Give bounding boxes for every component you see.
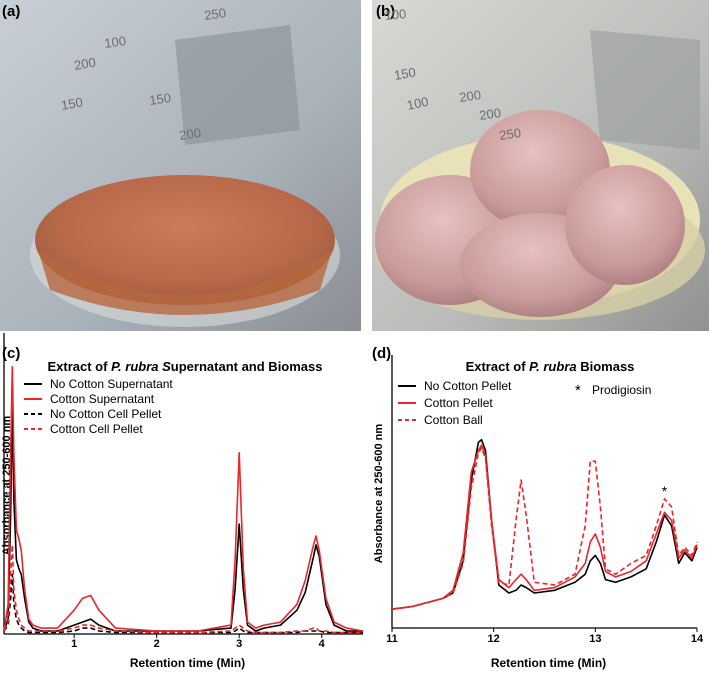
title-part: Extract of	[466, 359, 530, 374]
graduation-label: 200	[478, 105, 502, 123]
graduation-label: 100	[103, 33, 127, 51]
chart-title: Extract of P. rubra Supernatant and Biom…	[47, 359, 322, 374]
title-part: Extract of	[47, 359, 111, 374]
graduation-label: 250	[498, 125, 522, 143]
legend-label: Cotton Cell Pellet	[50, 422, 143, 436]
graduation-label: 100	[406, 94, 430, 113]
graduations-a: 250 100 200 150 200 150	[60, 5, 227, 143]
legend-label: Cotton Supernatant	[50, 392, 155, 406]
panel-label: (a)	[2, 3, 20, 20]
x-tick-label: 11	[386, 633, 398, 645]
marker-symbol: *	[575, 382, 581, 399]
graduation-label: 150	[148, 90, 172, 108]
legend-label: No Cotton Pellet	[424, 379, 512, 393]
y-axis-label: Absorbance at 250-600 nm	[373, 424, 385, 564]
graduation-label: 150	[60, 94, 84, 113]
title-part: Biomass	[577, 359, 635, 374]
data-line	[3, 404, 363, 632]
x-tick-label: 14	[691, 633, 704, 645]
marker-label: Prodigiosin	[592, 383, 651, 397]
graduation-label: 200	[73, 54, 97, 73]
x-tick-label: 12	[488, 633, 500, 645]
legend-label: No Cotton Cell Pellet	[50, 407, 162, 421]
x-tick-label: 1	[71, 638, 77, 650]
graduation-label: 100	[384, 6, 407, 23]
x-tick-label: 3	[236, 638, 242, 650]
x-axis-label: Retention time (Min)	[130, 656, 245, 670]
title-part: P. rubra	[529, 359, 576, 374]
graduation-label: 200	[458, 87, 482, 105]
graduation-label: 250	[203, 5, 227, 23]
panel-label: (d)	[372, 345, 391, 362]
data-line	[3, 573, 363, 634]
panel-label: (c)	[2, 345, 20, 362]
x-tick-label: 4	[319, 638, 326, 650]
title-part: P. rubra S	[111, 359, 171, 374]
graduation-label: 200	[178, 125, 202, 143]
x-tick-label: 13	[589, 633, 601, 645]
legend-label: Cotton Ball	[424, 413, 483, 427]
chart: Extract of P. rubra Supernatant and Biom…	[1, 333, 364, 670]
data-line	[3, 544, 363, 634]
chart: Extract of P. rubra Biomass 11 12 13 14 Reten…	[373, 355, 704, 670]
chart-title: Extract of P. rubra Biomass	[466, 359, 635, 374]
panel-label: (b)	[376, 3, 395, 20]
x-tick-label: 2	[154, 638, 160, 650]
x-axis-label: Retention time (Min)	[491, 656, 606, 670]
legend-label: No Cotton Supernatant	[50, 377, 173, 391]
data-line	[391, 444, 698, 610]
graduations-b: 100 150 200 100 200 250	[384, 6, 522, 143]
data-line	[391, 447, 698, 610]
data-line	[3, 365, 364, 632]
legend-label: Cotton Pellet	[424, 396, 493, 410]
photo-b	[372, 0, 709, 331]
title-part: upernatant and Biomass	[171, 359, 323, 374]
graduation-label: 150	[393, 64, 417, 83]
photo-a	[0, 0, 361, 331]
annotation: *	[662, 483, 668, 499]
